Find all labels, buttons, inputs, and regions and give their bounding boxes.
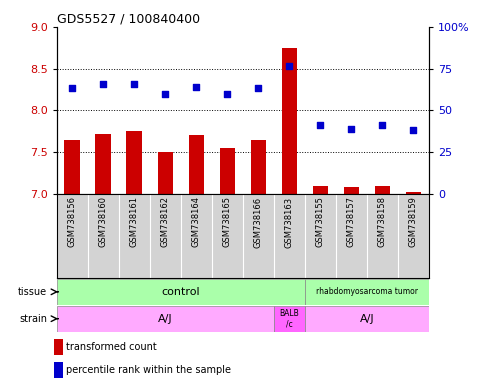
Point <box>130 81 138 87</box>
Text: A/J: A/J <box>359 314 374 324</box>
Text: GSM738158: GSM738158 <box>378 197 387 247</box>
Point <box>348 126 355 132</box>
Text: GDS5527 / 100840400: GDS5527 / 100840400 <box>57 13 200 26</box>
Bar <box>96 134 111 194</box>
Bar <box>313 185 328 194</box>
Point <box>285 63 293 69</box>
Bar <box>219 148 235 194</box>
Text: transformed count: transformed count <box>66 342 157 352</box>
Point <box>68 85 76 91</box>
Text: GSM738159: GSM738159 <box>409 197 418 247</box>
Point <box>254 85 262 91</box>
Point <box>192 84 200 90</box>
Text: strain: strain <box>19 314 47 324</box>
Point <box>161 91 169 97</box>
Bar <box>65 140 80 194</box>
Bar <box>54 362 63 378</box>
Bar <box>406 192 421 194</box>
Bar <box>57 306 274 332</box>
Text: GSM738166: GSM738166 <box>254 197 263 248</box>
Text: rhabdomyosarcoma tumor: rhabdomyosarcoma tumor <box>316 287 418 296</box>
Bar <box>188 136 204 194</box>
Text: BALB
/c: BALB /c <box>280 309 299 328</box>
Text: GSM738160: GSM738160 <box>99 197 108 247</box>
Text: percentile rank within the sample: percentile rank within the sample <box>66 365 231 375</box>
Text: GSM738164: GSM738164 <box>192 197 201 247</box>
Bar <box>344 187 359 194</box>
Text: tissue: tissue <box>18 287 47 297</box>
Point <box>410 127 418 134</box>
Text: GSM738157: GSM738157 <box>347 197 356 247</box>
Bar <box>57 279 305 305</box>
Bar <box>282 48 297 194</box>
Bar <box>305 279 429 305</box>
Bar <box>127 131 142 194</box>
Point <box>99 81 107 87</box>
Text: GSM738161: GSM738161 <box>130 197 139 247</box>
Point <box>223 91 231 97</box>
Bar <box>54 339 63 355</box>
Bar <box>375 185 390 194</box>
Text: A/J: A/J <box>158 314 173 324</box>
Text: GSM738156: GSM738156 <box>68 197 77 247</box>
Bar <box>305 306 429 332</box>
Text: control: control <box>161 287 200 297</box>
Bar <box>274 306 305 332</box>
Text: GSM738163: GSM738163 <box>285 197 294 248</box>
Bar <box>250 140 266 194</box>
Point <box>379 122 387 129</box>
Text: GSM738162: GSM738162 <box>161 197 170 247</box>
Point <box>317 122 324 129</box>
Bar <box>157 152 173 194</box>
Text: GSM738165: GSM738165 <box>223 197 232 247</box>
Text: GSM738155: GSM738155 <box>316 197 325 247</box>
